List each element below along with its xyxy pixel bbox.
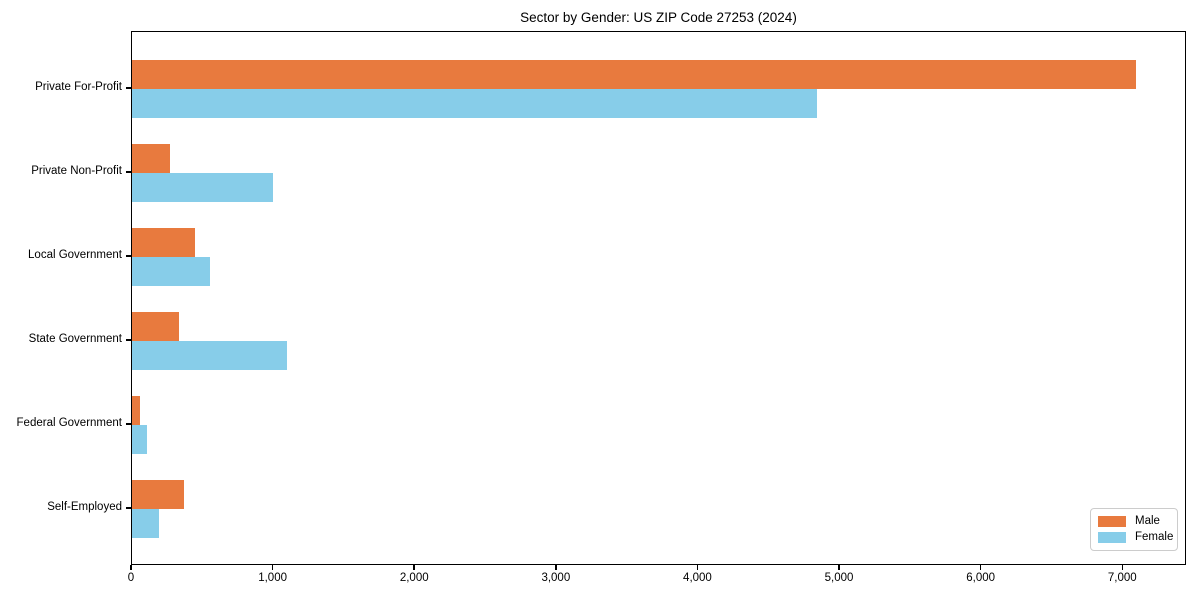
- x-axis-tick-mark: [1121, 565, 1124, 570]
- y-axis-tick-mark: [126, 255, 131, 257]
- bar-female-category-5: [132, 425, 147, 454]
- x-axis-tick-label: 1,000: [258, 572, 287, 584]
- y-axis-tick-mark: [126, 87, 131, 89]
- y-axis-category-label: Private Non-Profit: [31, 165, 122, 177]
- bar-male-category-2: [132, 144, 171, 173]
- x-axis-tick-mark: [413, 565, 415, 570]
- y-axis-category-label: Local Government: [28, 249, 122, 261]
- y-axis-category-label: Federal Government: [16, 417, 122, 429]
- x-axis-tick-label: 2,000: [399, 572, 429, 584]
- x-axis-tick-mark: [838, 565, 840, 570]
- x-axis-tick-mark: [696, 565, 699, 570]
- bar-female-category-3: [132, 257, 210, 286]
- bar-male-category-5: [132, 396, 141, 425]
- x-axis-tick-mark: [130, 565, 132, 570]
- legend-label-male: Male: [1135, 515, 1160, 527]
- legend-swatch-male: [1098, 516, 1126, 527]
- x-axis-tick-label: 5,000: [824, 572, 854, 584]
- x-axis-tick-mark: [555, 565, 557, 570]
- bar-male-category-1: [132, 60, 1136, 89]
- legend: Male Female: [1090, 508, 1178, 551]
- bar-female-category-2: [132, 173, 274, 202]
- x-axis-tick-mark: [979, 565, 982, 570]
- bar-female-category-6: [132, 509, 159, 538]
- y-axis-category-label: Private For-Profit: [35, 81, 122, 93]
- bar-female-category-4: [132, 341, 288, 370]
- y-axis-category-label: State Government: [28, 333, 122, 345]
- x-axis-tick-label: 4,000: [683, 572, 712, 584]
- y-axis-category-label: Self-Employed: [47, 501, 122, 513]
- x-axis-tick-label: 3,000: [541, 572, 571, 584]
- x-axis-tick-label: 6,000: [966, 572, 996, 584]
- plot-area: [131, 31, 1186, 565]
- x-axis-tick-label: 0: [127, 572, 135, 584]
- legend-item-female: Female: [1098, 530, 1174, 545]
- bar-female-category-1: [132, 89, 817, 118]
- bar-male-category-6: [132, 480, 184, 509]
- y-axis-tick-mark: [126, 423, 131, 425]
- bar-male-category-3: [132, 228, 195, 257]
- x-axis-tick-label: 7,000: [1107, 572, 1137, 584]
- bar-male-category-4: [132, 312, 179, 341]
- legend-item-male: Male: [1098, 514, 1170, 529]
- y-axis-tick-mark: [126, 507, 131, 509]
- x-axis-tick-mark: [271, 565, 274, 570]
- legend-label-female: Female: [1135, 531, 1174, 543]
- chart-title: Sector by Gender: US ZIP Code 27253 (202…: [520, 10, 797, 25]
- legend-swatch-female: [1098, 532, 1126, 543]
- y-axis-tick-mark: [126, 171, 131, 173]
- y-axis-tick-mark: [126, 339, 131, 341]
